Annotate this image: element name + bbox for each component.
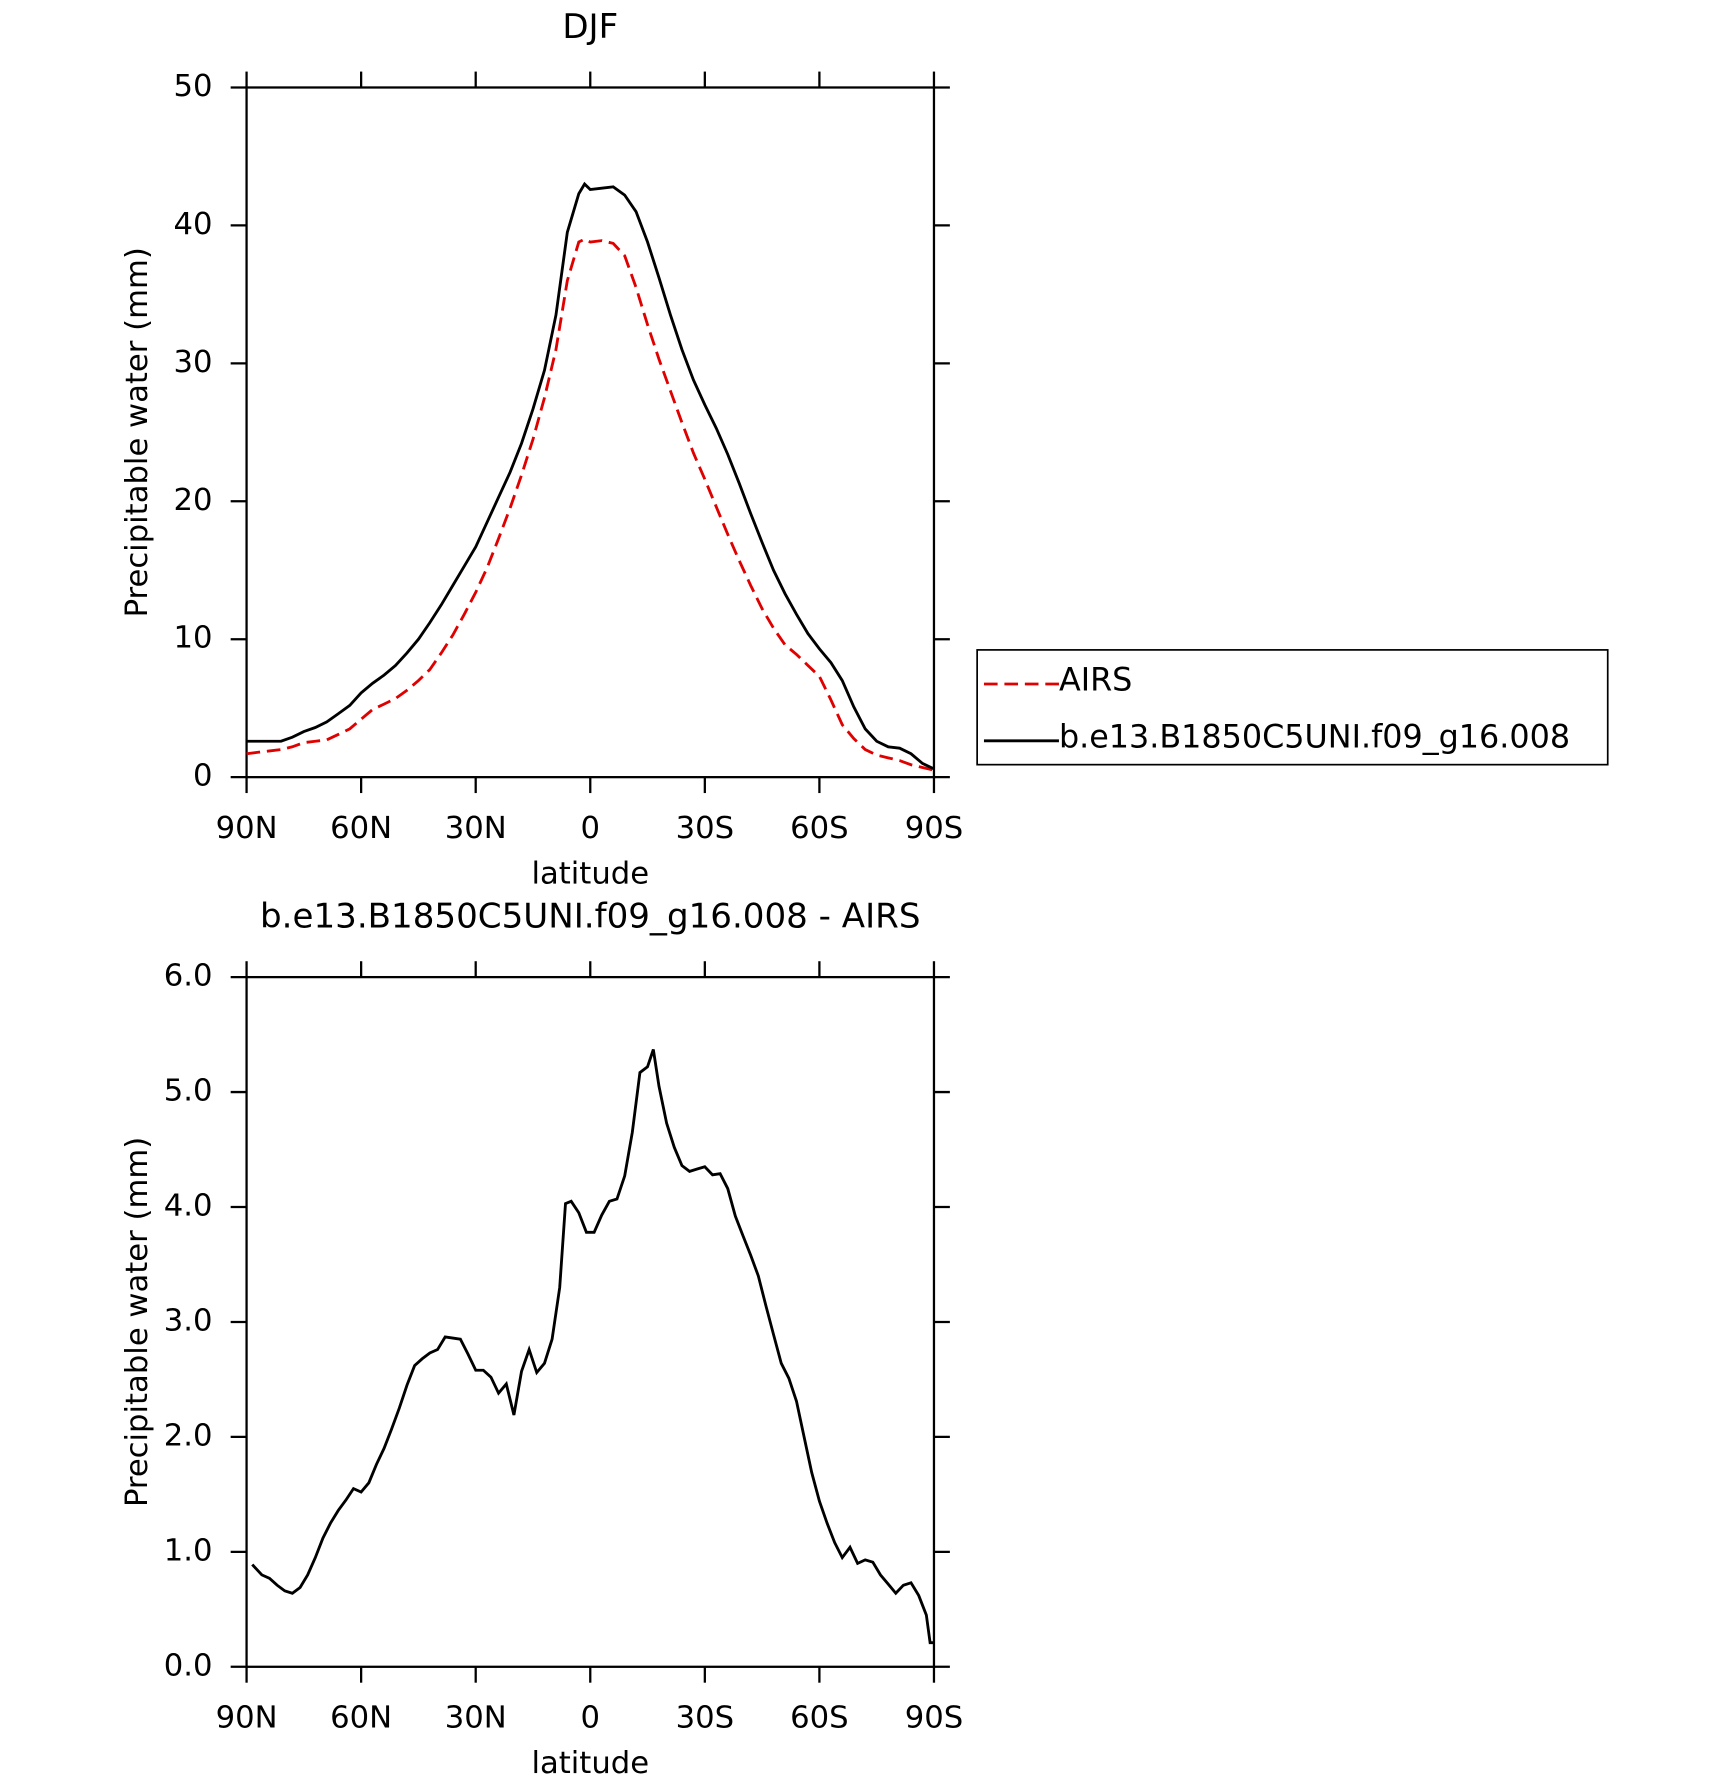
legend-label: AIRS [1059,661,1132,699]
x-tick-label: 60N [330,811,392,846]
y-tick-label: 4.0 [164,1189,213,1224]
x-tick-label: 90N [216,1701,278,1736]
y-axis-label: Precipitable water (mm) [120,247,155,617]
data-line [246,237,935,772]
x-tick-label: 60N [330,1701,392,1736]
y-tick-label: 30 [173,345,212,380]
y-tick-label: 10 [173,621,212,656]
chart-title: b.e13.B1850C5UNI.f09_g16.008 - AIRS [260,897,920,937]
y-tick-label: 50 [173,69,212,104]
x-tick-label: 30S [676,811,734,846]
x-tick-label: 60S [790,811,848,846]
y-tick-label: 1.0 [164,1533,213,1568]
x-axis-label: latitude [531,1746,649,1777]
chart-title: DJF [562,7,618,47]
y-tick-label: 3.0 [164,1303,213,1338]
x-tick-label: 90N [216,811,278,846]
legend-box [976,649,1609,766]
x-tick-label: 60S [790,1701,848,1736]
y-tick-label: 0.0 [164,1648,213,1683]
y-tick-label: 5.0 [164,1074,213,1109]
y-tick-label: 2.0 [164,1418,213,1453]
y-axis-label: Precipitable water (mm) [120,1137,155,1507]
y-tick-label: 40 [173,207,212,242]
x-tick-label: 30N [445,1701,507,1736]
plot-frame [245,975,936,1668]
x-tick-label: 0 [581,1701,601,1736]
y-tick-label: 6.0 [164,959,213,994]
legend-label: b.e13.B1850C5UNI.f09_g16.008 [1059,718,1570,756]
y-tick-label: 20 [173,483,212,518]
x-tick-label: 30N [445,811,507,846]
y-tick-label: 0 [193,759,213,794]
x-tick-label: 0 [581,811,601,846]
x-axis-label: latitude [531,856,649,891]
data-line [246,181,935,771]
data-line [251,1049,934,1645]
x-tick-label: 30S [676,1701,734,1736]
x-tick-label: 90S [905,811,963,846]
x-tick-label: 90S [905,1701,963,1736]
